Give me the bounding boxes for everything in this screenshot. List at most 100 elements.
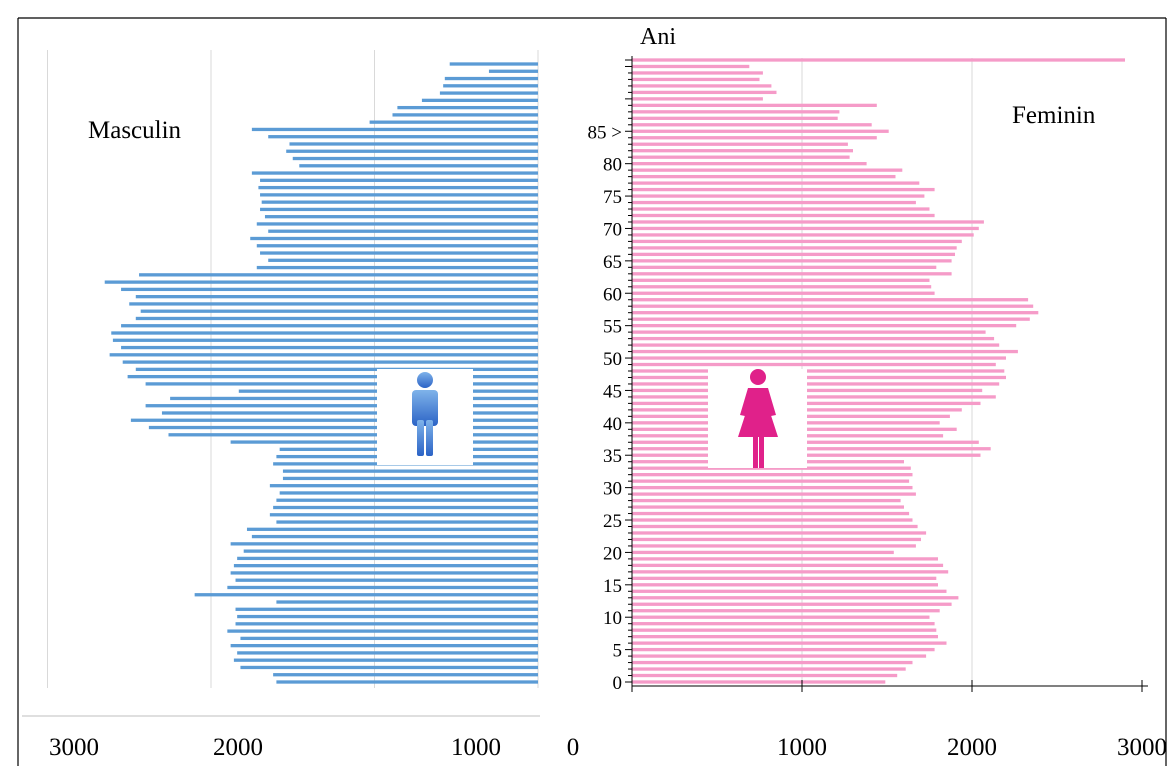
female-bar-age-87 — [632, 116, 838, 120]
female-bar-age-25 — [632, 518, 913, 522]
male-bar-age-44 — [122, 360, 539, 364]
age-tick-label-40: 40 — [603, 414, 622, 435]
female-bar-age-22 — [632, 537, 921, 542]
male-bar-age-28 — [282, 476, 538, 481]
male-bar-age-77 — [369, 120, 538, 124]
female-bar-age-93 — [632, 77, 760, 82]
male-bar-age-3 — [233, 658, 538, 662]
female-bar-age-2 — [632, 667, 906, 671]
male-bar-age-56 — [139, 273, 538, 277]
age-tick-label-35: 35 — [603, 446, 622, 467]
male-bar-age-17 — [237, 556, 538, 561]
female-bar-age-57 — [632, 311, 1039, 315]
female-bar-age-86 — [632, 123, 872, 127]
male-bar-age-35 — [148, 425, 538, 430]
male-bar-age-12 — [194, 593, 538, 597]
male-bar-age-36 — [130, 418, 538, 422]
female-bar-age-82 — [632, 149, 853, 153]
female-bar-age-28 — [632, 498, 901, 503]
female-series-label: Feminin — [1012, 102, 1096, 129]
male-bar-age-54 — [121, 287, 538, 292]
female-bar-age-66 — [632, 252, 955, 257]
female-bar-age-73 — [632, 207, 930, 211]
female-bar-age-24 — [632, 524, 918, 529]
male-bar-age-80 — [421, 98, 538, 103]
male-bar-age-2 — [240, 665, 538, 670]
female-bar-age-58 — [632, 304, 1034, 308]
male-bar-age-66 — [261, 200, 538, 204]
age-tick-label-0: 0 — [613, 673, 623, 694]
male-bars — [104, 62, 539, 684]
female-bar-age-70 — [632, 226, 979, 231]
age-tick-label-15: 15 — [603, 576, 622, 597]
female-x-tick-label-3000: 3000 — [1117, 734, 1167, 761]
female-bar-age-17 — [632, 570, 949, 574]
female-bar-age-80 — [632, 162, 867, 166]
male-bar-age-34 — [168, 433, 539, 437]
female-bar-age-69 — [632, 233, 974, 237]
female-bar-age-90 — [632, 97, 763, 101]
male-bar-age-79 — [397, 105, 538, 110]
male-bar-age-43 — [135, 367, 539, 372]
female-bar-age-48 — [632, 369, 1005, 373]
male-bar-age-9 — [237, 614, 538, 619]
male-bar-age-29 — [282, 469, 538, 473]
male-bar-age-72 — [292, 156, 538, 161]
female-bar-age-88 — [632, 110, 840, 114]
female-bar-age-92 — [632, 84, 772, 88]
female-bar-age-95 — [632, 64, 750, 69]
female-bar-age-33 — [632, 466, 911, 470]
age-tick-label-85: 85 > — [588, 122, 622, 143]
female-bar-age-56 — [632, 317, 1030, 321]
male-bar-age-73 — [286, 149, 538, 153]
male-x-tick-label-2000: 2000 — [213, 734, 263, 761]
female-bar-age-72 — [632, 213, 935, 218]
female-bar-age-89 — [632, 103, 877, 108]
age-tick-label-10: 10 — [603, 608, 622, 629]
male-bar-age-15 — [230, 571, 538, 575]
male-bar-age-24 — [273, 505, 538, 510]
male-bar-age-67 — [260, 193, 538, 197]
age-tick-label-75: 75 — [603, 187, 622, 208]
female-bar-age-83 — [632, 142, 848, 146]
male-bar-age-74 — [289, 142, 538, 146]
male-bar-age-53 — [135, 295, 539, 299]
male-bar-age-61 — [250, 236, 539, 241]
male-bar-age-48 — [111, 331, 538, 335]
female-bar-age-4 — [632, 654, 927, 658]
male-bar-age-64 — [264, 215, 538, 219]
female-bar-age-21 — [632, 544, 916, 548]
female-icon-leg-left — [753, 435, 758, 468]
male-bar-age-62 — [268, 229, 538, 233]
age-axis-title: Ani — [640, 24, 676, 50]
male-bar-age-85 — [449, 62, 538, 66]
female-bar-age-10 — [632, 615, 930, 619]
female-icon-leg-right — [759, 435, 764, 468]
male-bar-age-7 — [227, 629, 538, 633]
female-bar-age-31 — [632, 479, 910, 483]
male-bar-age-70 — [251, 171, 538, 175]
male-bar-age-76 — [251, 127, 538, 132]
female-bar-age-67 — [632, 246, 957, 250]
female-bar-age-77 — [632, 181, 920, 185]
female-bar-age-14 — [632, 589, 947, 593]
male-bar-age-81 — [439, 91, 538, 95]
male-figure-icon — [412, 372, 438, 456]
female-bar-age-3 — [632, 660, 913, 665]
labels: 0 5 10 15 20 25 30 35 40 45 50 55 60 65 70 75 80 85 > Ani M… — [49, 24, 1167, 761]
male-bar-age-60 — [256, 244, 538, 248]
female-bar-age-81 — [632, 155, 850, 159]
chart-frame — [17, 17, 1167, 766]
female-bar-age-49 — [632, 362, 996, 367]
male-bar-age-41 — [145, 382, 538, 386]
male-bar-age-55 — [104, 280, 538, 284]
female-bar-age-55 — [632, 323, 1017, 328]
female-bar-age-64 — [632, 265, 937, 269]
male-bar-age-37 — [161, 411, 538, 415]
male-bar-age-58 — [268, 258, 538, 262]
female-bar-age-36 — [632, 447, 991, 451]
male-bar-age-18 — [243, 549, 538, 553]
female-bar-age-71 — [632, 220, 984, 224]
age-tick-label-70: 70 — [603, 219, 622, 240]
